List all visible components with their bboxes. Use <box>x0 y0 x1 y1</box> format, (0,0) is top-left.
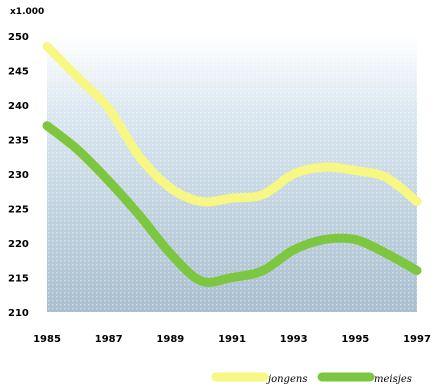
series-lines <box>42 41 422 287</box>
unit-label: x1.000 <box>10 7 44 17</box>
y-tick-label: 215 <box>8 274 29 285</box>
x-tick-label: 1993 <box>280 334 308 345</box>
legend: jongens meisjes <box>211 372 412 385</box>
y-tick-label: 210 <box>8 308 29 319</box>
legend-label-meisjes: meisjes <box>374 374 412 385</box>
series-line-jongens <box>42 41 422 207</box>
y-tick-label: 250 <box>8 32 29 43</box>
x-tick-label: 1991 <box>218 334 246 345</box>
y-tick-label: 235 <box>8 136 29 147</box>
x-tick-label: 1987 <box>95 334 123 345</box>
x-tick-label: 1989 <box>156 334 184 345</box>
x-tick-label: 1997 <box>403 334 431 345</box>
x-tick-label: 1995 <box>341 334 369 345</box>
legend-item-meisjes: meisjes <box>317 372 412 385</box>
x-tick-label: 1985 <box>33 334 61 345</box>
y-tick-label: 240 <box>8 101 29 112</box>
y-axis-ticks: 210 215 220 225 230 235 240 245 250 <box>8 32 29 319</box>
y-tick-label: 225 <box>8 205 29 216</box>
y-tick-label: 230 <box>8 170 29 181</box>
y-tick-label: 220 <box>8 239 29 250</box>
legend-item-jongens: jongens <box>211 372 307 385</box>
x-axis-ticks: 1985 1987 1989 1991 1993 1995 1997 <box>33 334 431 345</box>
series-line-meisjes <box>42 121 422 287</box>
y-tick-label: 245 <box>8 67 29 78</box>
legend-label-jongens: jongens <box>266 374 307 385</box>
